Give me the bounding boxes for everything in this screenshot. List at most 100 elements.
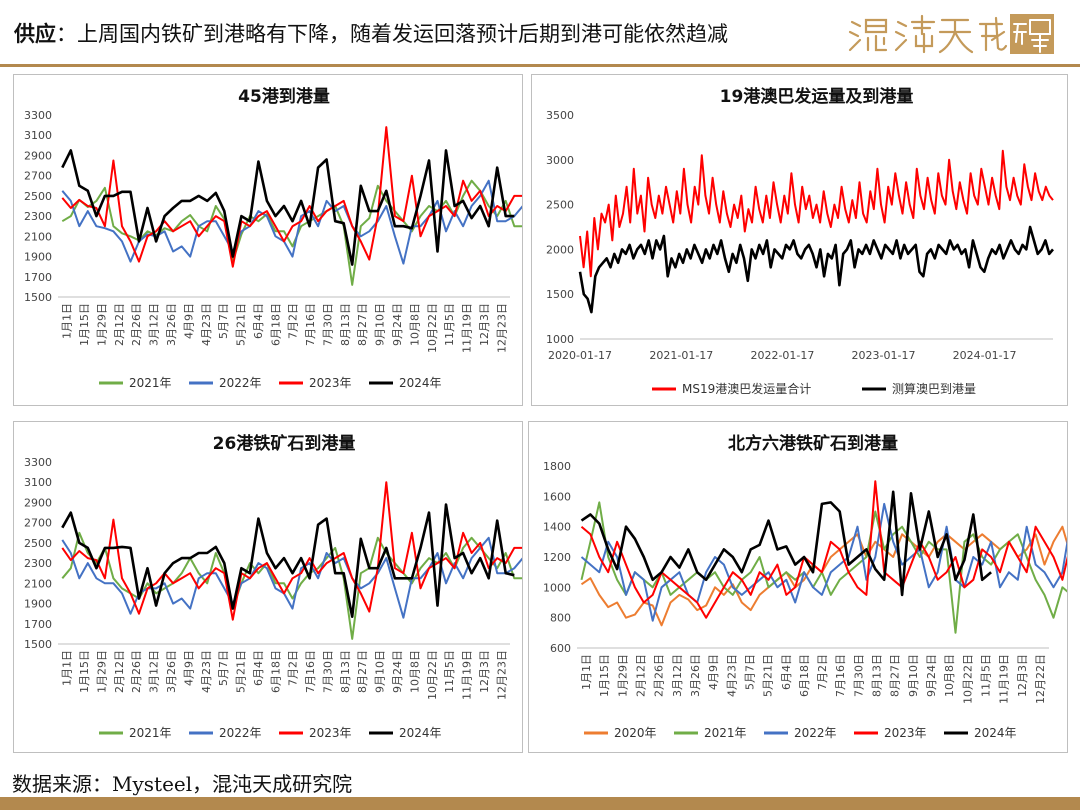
- x-tick-label: 9月10日: [374, 650, 387, 693]
- y-tick-label: 1700: [24, 271, 52, 284]
- x-tick-label: 3月12日: [148, 650, 161, 693]
- x-tick-label: 7月30日: [321, 650, 334, 693]
- x-tick-label: 4月9日: [182, 650, 195, 686]
- chart-panel-26-ports: 26港铁矿石到港量 1500 1700 1900 2100 2300 2500 2700 290…: [13, 421, 523, 753]
- y-tick-label: 2300: [24, 557, 52, 570]
- x-tick-label: 8月13日: [339, 650, 352, 693]
- legend-label: 2021年: [704, 726, 747, 740]
- x-tick-label: 11月5日: [979, 654, 992, 697]
- x-tick-label: 7月2日: [287, 303, 300, 339]
- x-tick-label: 4月23日: [200, 650, 213, 693]
- x-tick-label: 5月21日: [235, 303, 248, 346]
- series-line: [580, 480, 1067, 619]
- legend-label: 2022年: [219, 376, 262, 390]
- x-tick-label: 12月3日: [1016, 654, 1029, 697]
- x-tick-label: 2月26日: [130, 650, 143, 693]
- x-tick-label: 7月2日: [287, 650, 300, 686]
- x-tick-label: 5月7日: [743, 654, 756, 690]
- header-divider: [0, 64, 1080, 67]
- x-tick-label: 6月18日: [798, 654, 811, 697]
- x-tick-label: 2020-01-17: [548, 349, 612, 362]
- x-tick-label: 6月4日: [780, 654, 793, 690]
- x-tick-label: 8月27日: [356, 303, 369, 346]
- legend-label: MS19港澳巴发运量合计: [682, 381, 811, 396]
- chart-svg: 26港铁矿石到港量 1500 1700 1900 2100 2300 2500 2700 290…: [24, 433, 522, 740]
- legend-label: 2024年: [974, 726, 1017, 740]
- x-tick-label: 6月4日: [252, 650, 265, 686]
- chart-svg: 北方六港铁矿石到港量 600 800 1000 1200 1400 1600 1800 1月1日…: [543, 433, 1067, 740]
- x-tick-label: 8月13日: [339, 303, 352, 346]
- x-tick-label: 8月27日: [356, 650, 369, 693]
- y-tick-label: 1400: [543, 521, 571, 534]
- series-line: [580, 502, 1067, 622]
- legend-label: 2023年: [309, 726, 352, 740]
- x-tick-label: 6月4日: [252, 303, 265, 339]
- x-tick-label: 2021-01-17: [649, 349, 713, 362]
- x-tick-label: 2月12日: [635, 654, 648, 697]
- x-tick-label: 1月15日: [598, 654, 611, 697]
- x-tick-label: 3月26日: [689, 654, 702, 697]
- y-tick-label: 1000: [546, 333, 574, 346]
- legend-label: 2020年: [614, 726, 657, 740]
- y-tick-label: 2900: [24, 496, 52, 509]
- x-tick-label: 12月23日: [495, 650, 508, 700]
- x-tick-label: 9月24日: [391, 650, 404, 693]
- x-tick-label: 1月15日: [78, 303, 91, 346]
- x-tick-label: 11月19日: [461, 650, 474, 700]
- x-tick-label: 7月16日: [304, 650, 317, 693]
- x-tick-label: 12月23日: [495, 303, 508, 353]
- x-tick-label: 10月22日: [961, 654, 974, 704]
- x-tick-label: 7月30日: [321, 303, 334, 346]
- x-tick-label: 1月15日: [78, 650, 91, 693]
- x-tick-label: 4月23日: [200, 303, 213, 346]
- x-tick-label: 12月22日: [1034, 654, 1047, 704]
- chart-title: 26港铁矿石到港量: [213, 433, 356, 454]
- data-source-note: 数据来源：Mysteel，混沌天成研究院: [12, 772, 353, 796]
- y-tick-label: 800: [550, 612, 571, 625]
- y-tick-label: 1500: [24, 638, 52, 651]
- y-tick-label: 1000: [543, 581, 571, 594]
- series-line: [61, 481, 522, 621]
- y-tick-label: 2700: [24, 517, 52, 530]
- legend-label: 2024年: [399, 726, 442, 740]
- series-line: [580, 525, 1067, 627]
- x-tick-label: 5月7日: [217, 303, 230, 339]
- y-tick-label: 1900: [24, 251, 52, 264]
- x-tick-label: 10月22日: [426, 650, 439, 700]
- chart-title: 北方六港铁矿石到港量: [728, 433, 898, 454]
- y-tick-label: 3100: [24, 476, 52, 489]
- legend-label: 2023年: [309, 376, 352, 390]
- y-tick-label: 1200: [543, 551, 571, 564]
- chart-panel-19-ports: 19港澳巴发运量及到港量 1000 1500 2000 2500 3000 3500 2020…: [531, 74, 1068, 406]
- x-tick-label: 2月12日: [113, 650, 126, 693]
- y-tick-label: 1500: [24, 291, 52, 304]
- y-tick-label: 3500: [546, 109, 574, 122]
- x-tick-label: 7月16日: [304, 303, 317, 346]
- x-tick-label: 6月18日: [269, 650, 282, 693]
- x-tick-label: 8月27日: [889, 654, 902, 697]
- chart-svg: 45港到港量 1500 1700 1900 2100 2300 2500 2700 2900 31…: [24, 86, 522, 390]
- x-tick-label: 9月10日: [907, 654, 920, 697]
- series-line: [580, 490, 992, 597]
- chart-title: 45港到港量: [238, 86, 330, 107]
- series-line: [578, 225, 1054, 314]
- x-tick-label: 5月21日: [235, 650, 248, 693]
- y-tick-label: 3300: [24, 456, 52, 469]
- legend-label: 2022年: [794, 726, 837, 740]
- y-tick-label: 1900: [24, 598, 52, 611]
- y-tick-label: 1800: [543, 460, 571, 473]
- x-tick-label: 2022-01-17: [750, 349, 814, 362]
- y-tick-label: 1600: [543, 490, 571, 503]
- x-tick-label: 3月26日: [165, 303, 178, 346]
- x-tick-label: 10月8日: [408, 650, 421, 693]
- x-tick-label: 2024-01-17: [953, 349, 1017, 362]
- y-tick-label: 600: [550, 642, 571, 655]
- x-tick-label: 10月22日: [426, 303, 439, 353]
- x-tick-label: 6月18日: [269, 303, 282, 346]
- x-tick-label: 9月24日: [925, 654, 938, 697]
- x-tick-label: 1月1日: [580, 654, 593, 690]
- x-tick-label: 9月10日: [374, 303, 387, 346]
- x-tick-label: 11月19日: [998, 654, 1011, 704]
- x-tick-label: 4月9日: [707, 654, 720, 690]
- legend-label: 2022年: [219, 726, 262, 740]
